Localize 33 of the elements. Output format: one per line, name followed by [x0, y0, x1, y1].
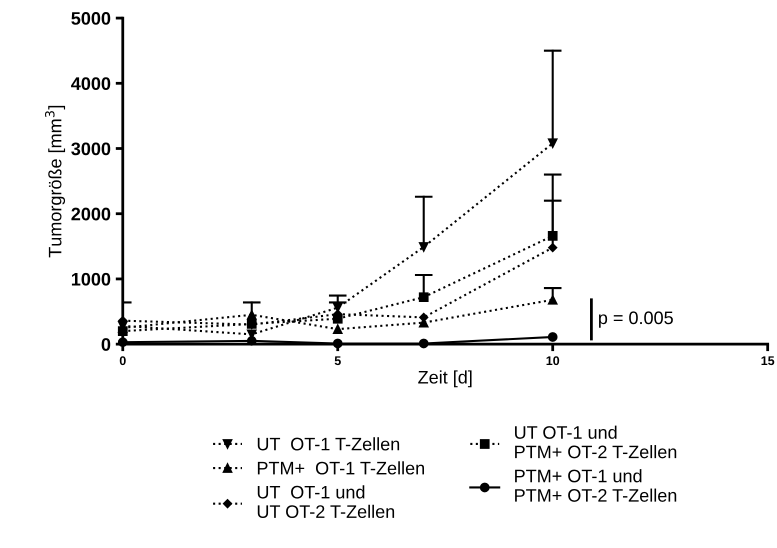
- legend-label: PTM+ OT-1 T-Zellen: [258, 461, 424, 475]
- legend-label: UT OT-1 und PTM+ OT-2 T-Zellen: [515, 426, 676, 458]
- point: [332, 324, 343, 334]
- point: [548, 332, 558, 342]
- y-axis-title: Tumorgröße [mm$^{3}$]: [45, 106, 66, 258]
- x-tick-label: 15: [762, 356, 774, 366]
- y-tick-label: 3000: [71, 142, 110, 156]
- point: [246, 310, 257, 320]
- point: [548, 138, 558, 148]
- x-tick-label: 10: [546, 356, 560, 366]
- y-tick-label: 1000: [72, 272, 110, 286]
- point: [332, 314, 343, 324]
- annotation: p = 0.005: [599, 311, 673, 328]
- y-tick-label: 5000: [71, 12, 110, 25]
- legend-label: UT OT-1 und UT OT-2 T-Zellen: [258, 485, 394, 518]
- legend-label: UT OT-1 T-Zellen: [258, 437, 400, 450]
- point: [118, 326, 128, 336]
- point: [418, 242, 429, 252]
- point: [418, 292, 429, 302]
- y-tick-label: 2000: [71, 208, 110, 220]
- point: [548, 294, 558, 305]
- x-tick-label: 0: [120, 356, 126, 366]
- y-tick-label: 4000: [71, 77, 110, 90]
- x-tick-label: 5: [334, 356, 341, 366]
- point: [548, 231, 558, 241]
- point: [246, 336, 257, 346]
- point: [548, 243, 558, 252]
- y-tick-label: 0: [102, 338, 110, 351]
- point: [332, 338, 343, 348]
- point: [418, 338, 429, 348]
- legend-label: PTM+ OT-1 und PTM+ OT-2 T-Zellen: [515, 469, 676, 502]
- x-axis-title: Zeit [d]: [418, 370, 472, 388]
- point: [332, 302, 343, 312]
